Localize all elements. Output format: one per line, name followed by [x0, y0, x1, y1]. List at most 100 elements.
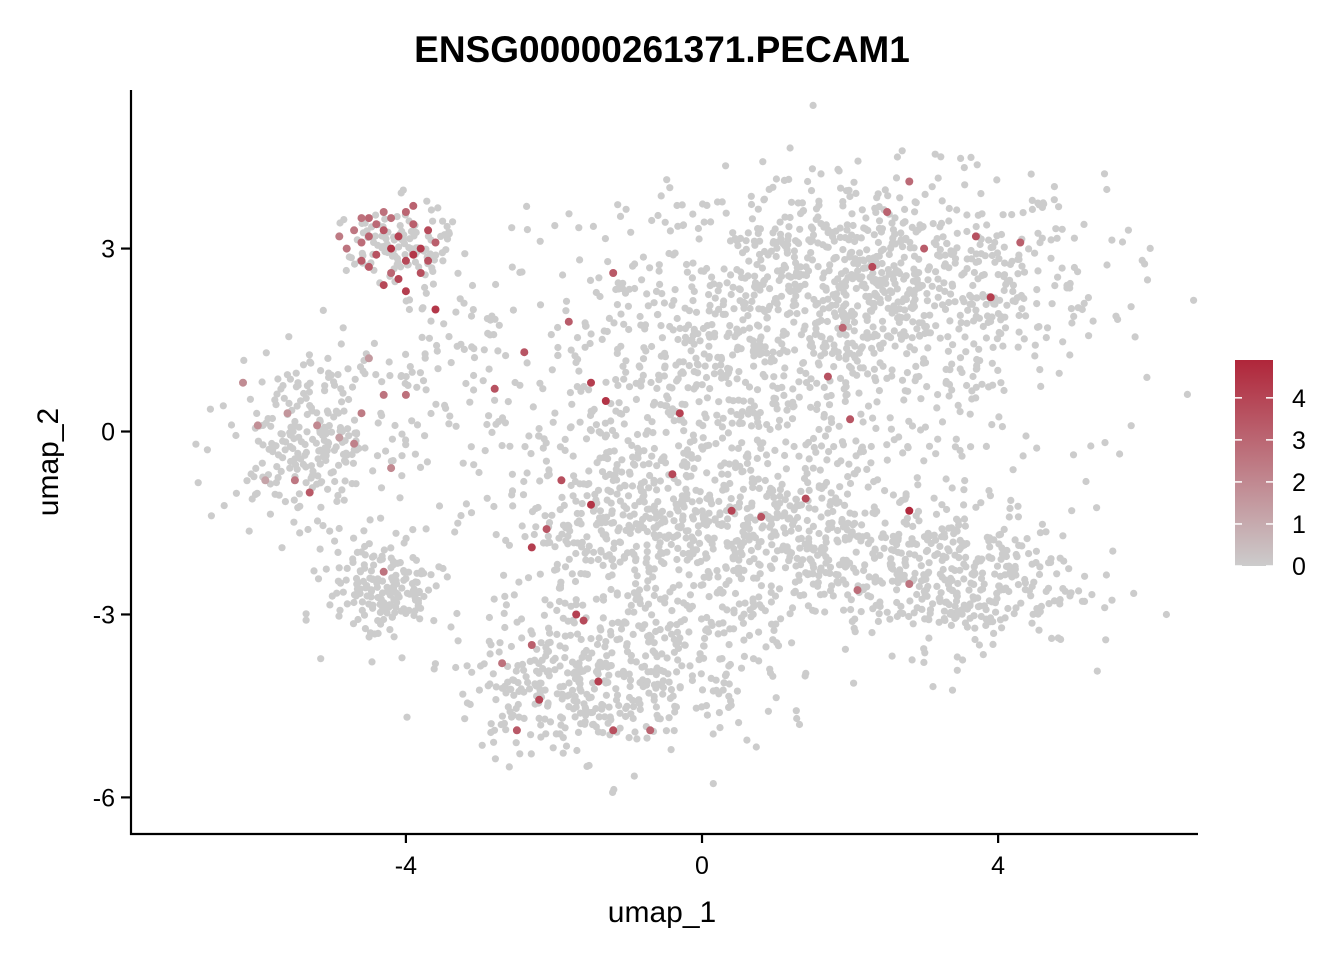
cell-point — [843, 221, 851, 229]
cell-point — [695, 398, 703, 406]
expressing-cell-point — [823, 372, 832, 381]
cell-point — [864, 483, 872, 491]
cell-point — [631, 728, 639, 736]
cell-point — [639, 488, 647, 496]
cell-point — [567, 346, 575, 354]
cell-point — [1023, 535, 1031, 543]
cell-point — [348, 383, 357, 391]
cell-point — [825, 448, 833, 456]
cell-point — [757, 538, 765, 546]
expressing-cell-point — [416, 269, 425, 277]
cell-point — [576, 480, 584, 488]
expressing-cell-point — [675, 409, 684, 418]
cell-point — [413, 421, 422, 429]
cell-point — [858, 521, 866, 529]
cell-point — [873, 252, 881, 261]
cell-point — [351, 260, 359, 268]
cell-point — [1008, 211, 1016, 219]
cell-point — [705, 291, 713, 299]
cell-point — [1056, 554, 1064, 562]
cell-point — [906, 597, 914, 605]
cell-point — [757, 582, 766, 590]
cell-point — [554, 351, 562, 359]
cell-point — [872, 291, 881, 299]
cell-point — [441, 401, 449, 409]
cell-point — [972, 503, 980, 511]
cell-point — [653, 486, 661, 494]
cell-point — [566, 631, 575, 639]
cell-point — [1036, 239, 1044, 247]
cell-point — [602, 378, 610, 386]
cell-point — [696, 650, 704, 658]
cell-point — [963, 227, 971, 236]
cell-point — [934, 275, 942, 283]
cell-point — [883, 374, 891, 382]
cell-point — [345, 253, 353, 261]
cell-point — [1003, 301, 1011, 309]
cell-point — [1052, 225, 1060, 233]
cell-point — [816, 466, 824, 474]
expressing-cell-point — [971, 232, 980, 241]
cell-point — [825, 519, 833, 528]
cell-point — [523, 469, 531, 477]
expressing-cell-point — [986, 293, 995, 302]
cell-point — [540, 435, 548, 443]
cell-point — [637, 480, 646, 488]
cell-point — [707, 218, 715, 226]
cell-point — [824, 295, 832, 303]
cell-point — [742, 453, 750, 461]
cell-point — [818, 484, 826, 493]
cell-point — [574, 728, 583, 737]
cell-point — [920, 312, 928, 320]
cell-point — [377, 484, 386, 492]
cell-point — [539, 444, 547, 452]
cell-point — [807, 403, 815, 411]
cell-point — [754, 225, 762, 233]
cell-point — [601, 419, 610, 427]
cell-point — [487, 720, 495, 728]
cell-point — [852, 437, 860, 445]
cell-point — [918, 605, 926, 614]
cell-point — [287, 457, 295, 466]
cell-point — [615, 399, 623, 407]
cell-point — [508, 224, 516, 232]
cell-point — [551, 543, 559, 551]
cell-point — [558, 530, 566, 538]
cell-point — [433, 341, 441, 350]
cell-point — [421, 354, 429, 362]
cell-point — [793, 310, 801, 318]
cell-point — [1027, 592, 1035, 600]
cell-point — [865, 573, 873, 581]
cell-point — [376, 600, 384, 609]
cell-point — [1100, 170, 1109, 178]
cell-point — [860, 566, 868, 575]
cell-point — [781, 496, 789, 504]
cell-point — [416, 463, 425, 471]
cell-point — [697, 581, 705, 589]
cell-point — [977, 499, 985, 507]
cell-point — [847, 606, 855, 614]
cell-point — [719, 588, 727, 596]
cell-point — [782, 438, 790, 446]
cell-point — [961, 477, 969, 485]
cell-point — [804, 177, 812, 186]
cell-point — [735, 570, 743, 578]
cell-point — [457, 511, 465, 520]
cell-point — [342, 458, 350, 466]
cell-point — [812, 215, 820, 223]
cell-point — [962, 553, 970, 562]
cell-point — [1015, 311, 1023, 320]
cell-point — [947, 621, 956, 630]
cell-point — [973, 161, 981, 169]
cell-point — [826, 261, 834, 269]
cell-point — [915, 319, 923, 327]
cell-point — [559, 614, 567, 622]
cell-point — [361, 625, 369, 633]
cell-point — [843, 490, 852, 498]
cell-point — [875, 217, 884, 225]
expressing-cell-point — [401, 287, 410, 296]
cell-point — [713, 198, 722, 206]
cell-point — [644, 427, 652, 435]
cell-point — [666, 510, 674, 518]
cell-point — [1059, 585, 1067, 593]
